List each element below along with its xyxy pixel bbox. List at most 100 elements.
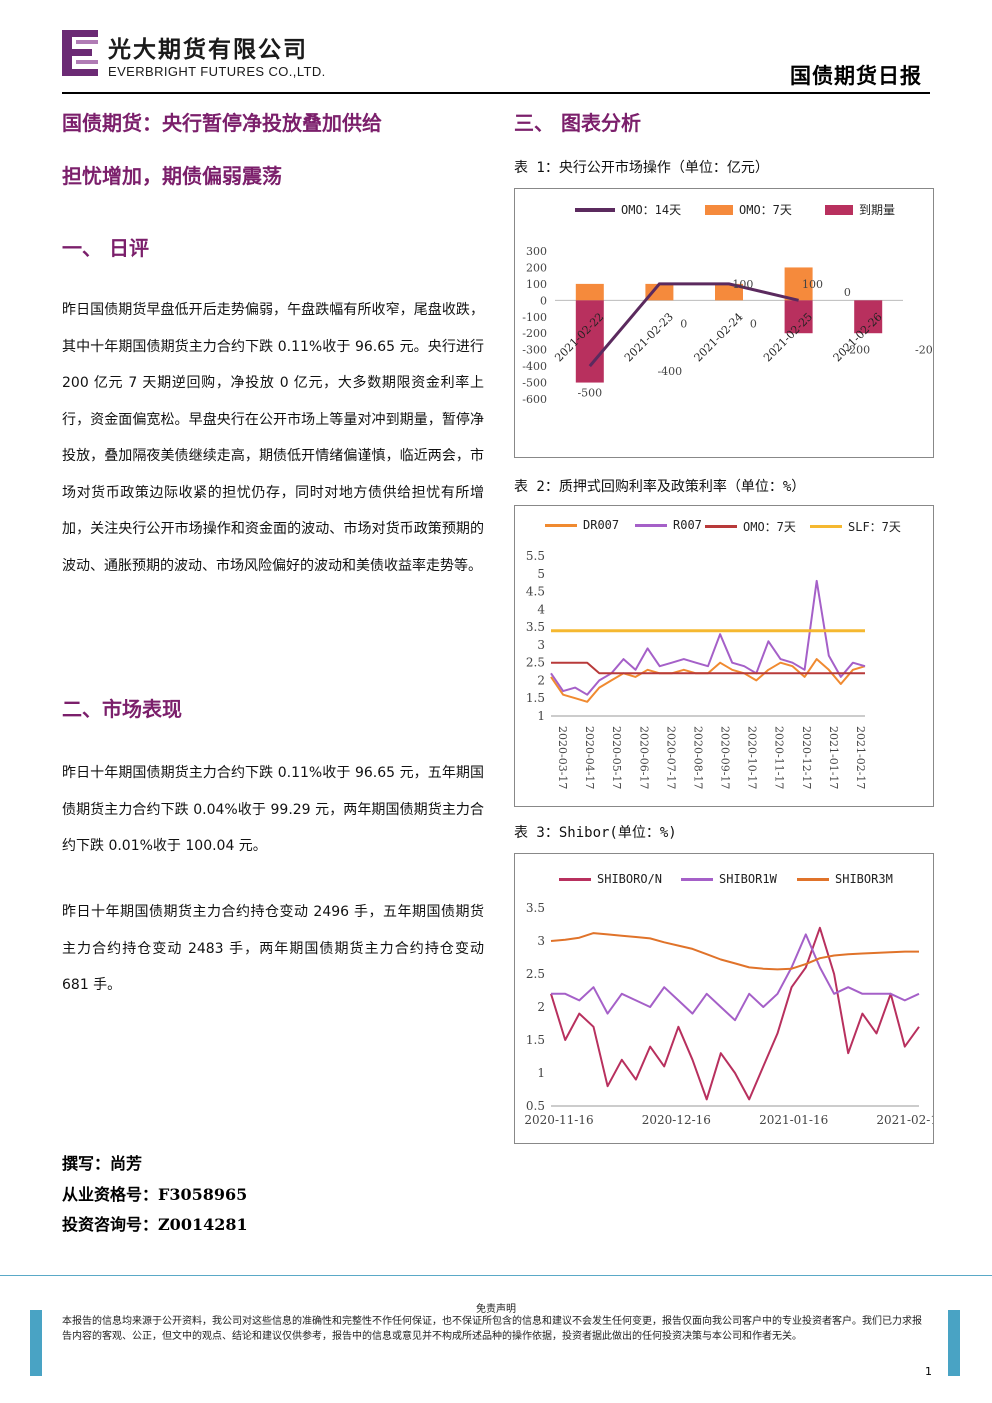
footer-accent-left (30, 1310, 42, 1376)
series-line-3 (551, 661, 865, 675)
section-market-performance: 二、市场表现 (62, 697, 182, 721)
company-name-en: EVERBRIGHT FUTURES CO.,LTD. (108, 64, 326, 79)
data-label: -200 (915, 344, 933, 357)
main-title-line1: 国债期货：央行暂停净投放叠加供给 (62, 111, 382, 135)
omo7-bar (784, 267, 813, 301)
legend-r007-label: R007 (673, 518, 702, 532)
data-label: -200 (845, 344, 870, 357)
data-label: -400 (657, 365, 682, 378)
y-tick-label: 4 (537, 602, 545, 616)
y-tick-label: 0.5 (526, 1099, 545, 1113)
y-tick-label: 4.5 (526, 585, 545, 599)
y-tick-label: 2 (537, 673, 545, 687)
omo-chart: OMO：14天 OMO：7天 到期量 300 200 100 0 -100 -200 -30… (514, 188, 934, 458)
y-tick-label: 300 (526, 245, 547, 258)
omo7-bar (575, 283, 604, 301)
x-tick-label: 2020-11-17 (773, 726, 786, 789)
x-tick-label: 2021-02-17 (854, 726, 867, 789)
series-line-2 (550, 579, 866, 696)
chart1-caption: 表 1：央行公开市场操作（单位：亿元） (514, 160, 769, 176)
daily-review-text: 昨日国债期货早盘低开后走势偏弱，午盘跌幅有所收窄，尾盘收跌，其中十年期国债期货主… (62, 302, 484, 574)
y-tick-label: -300 (522, 344, 547, 357)
section-daily-review: 一、 日评 (62, 236, 149, 260)
legend-omo14-label: OMO：14天 (621, 203, 682, 217)
repo-rate-chart: DR007 R007 OMO：7天 SLF：7天 5.5 5 4.5 4 3.5 3 2.5… (514, 505, 934, 807)
x-category-label: 2021-02-24 (692, 310, 746, 364)
data-label: 0 (680, 317, 687, 330)
shibor-chart: SHIBORO/N SHIBOR1W SHIBOR3M 3.5 3 2.5 2 1.5 1… (514, 853, 934, 1144)
omo7-bar (715, 283, 743, 301)
chart2-caption: 表 2：质押式回购利率及政策利率（单位：%） (514, 479, 806, 495)
x-tick-label: 2020-09-17 (719, 726, 732, 789)
y-tick-label: 2.5 (526, 656, 545, 670)
legend-maturity-label: 到期量 (859, 203, 896, 217)
market-position-text: 昨日十年期国债期货主力合约持仓变动 2496 手，五年期国债期货主力合约持仓变动… (62, 904, 484, 993)
y-tick-label: 2.5 (526, 967, 545, 981)
section-chart-analysis: 三、 图表分析 (514, 111, 641, 135)
x-tick-label: 2020-12-16 (642, 1113, 711, 1127)
main-title-line2: 担忧增加，期债偏弱震荡 (62, 164, 282, 188)
x-tick-label: 2020-12-17 (800, 726, 813, 789)
y-tick-label: 1.5 (526, 1033, 545, 1047)
company-name-cn: 光大期货有限公司 (108, 36, 308, 63)
legend-shibor-3m-label: SHIBOR3M (835, 872, 893, 886)
header-divider (62, 92, 930, 94)
y-tick-label: -600 (522, 393, 547, 406)
y-tick-label: -400 (522, 360, 547, 373)
series-line-1 (550, 926, 920, 1101)
legend-omo7-label: OMO：7天 (739, 203, 792, 217)
legend-shibor-3m: SHIBOR3M (797, 872, 893, 886)
y-tick-label: 3.5 (526, 901, 545, 915)
legend-shibor-on: SHIBORO/N (559, 872, 662, 886)
legend-slf-label: SLF：7天 (848, 520, 901, 534)
data-label: 0 (844, 286, 851, 299)
company-logo (62, 30, 98, 76)
legend-dr007-label: DR007 (583, 518, 620, 532)
y-tick-label: -500 (522, 377, 547, 390)
y-tick-label: 3.5 (526, 620, 545, 634)
data-label: -500 (577, 386, 602, 399)
y-tick-label: 1 (537, 1066, 545, 1080)
data-label: 100 (802, 278, 823, 291)
series-line-3 (550, 932, 919, 971)
maturity-bar (854, 300, 883, 334)
x-tick-label: 2020-08-17 (691, 726, 704, 789)
y-tick-label: -100 (522, 311, 547, 324)
footer-accent-right (948, 1310, 960, 1376)
legend-shibor-1w: SHIBOR1W (681, 872, 777, 886)
y-tick-label: 200 (526, 261, 547, 274)
x-tick-label: 2021-01-17 (827, 726, 840, 789)
report-name: 国债期货日报 (790, 63, 922, 88)
data-label: 100 (732, 278, 753, 291)
series-line-2 (551, 933, 920, 1022)
legend-shibor-on-label: SHIBORO/N (597, 872, 663, 886)
footer-divider (0, 1275, 992, 1276)
y-tick-label: -200 (522, 327, 547, 340)
author: 撰写：尚芳 (62, 1154, 143, 1173)
x-tick-label: 2020-04-17 (583, 726, 596, 789)
omo14-line (588, 282, 799, 368)
x-tick-label: 2020-06-17 (637, 726, 650, 789)
x-tick-label: 2020-10-17 (746, 726, 759, 789)
y-tick-label: 1.5 (526, 691, 545, 705)
x-tick-label: 2020-03-17 (556, 726, 569, 789)
y-tick-label: 5 (537, 567, 545, 581)
data-label: 0 (750, 317, 757, 330)
legend-dr007: DR007 (545, 518, 619, 532)
y-tick-label: 5.5 (526, 549, 545, 563)
omo7-bar (645, 283, 674, 301)
certificate-number: 从业资格号：F3058965 (62, 1185, 248, 1204)
y-tick-label: 2 (537, 1000, 545, 1014)
legend-omo14: OMO：14天 (575, 201, 681, 218)
legend-shibor-1w-label: SHIBOR1W (719, 872, 777, 886)
y-tick-label: 0 (540, 294, 547, 307)
x-tick-label: 2020-07-17 (664, 726, 677, 789)
maturity-bar (784, 300, 813, 334)
legend-r007: R007 (635, 518, 702, 532)
market-price-text: 昨日十年期国债期货主力合约下跌 0.11%收于 96.65 元，五年期国债期货主… (62, 765, 484, 854)
legend-omo7-line: OMO：7天 (705, 518, 796, 535)
x-tick-label: 2021-01-16 (759, 1113, 828, 1127)
legend-slf: SLF：7天 (810, 518, 901, 535)
maturity-bar (575, 300, 604, 383)
y-tick-label: 100 (526, 278, 547, 291)
